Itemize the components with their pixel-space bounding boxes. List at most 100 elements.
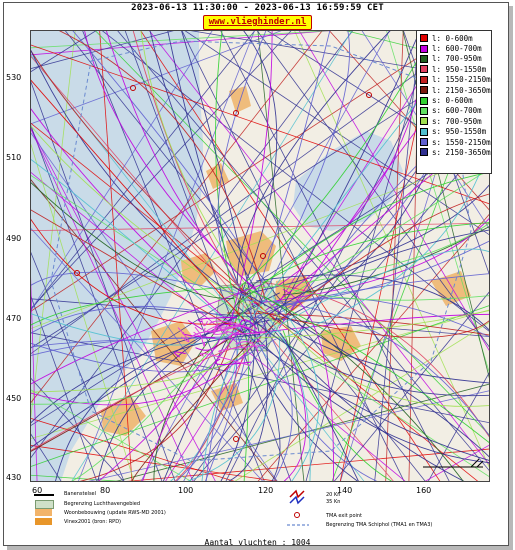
map-canvas (31, 31, 489, 481)
tma-exit-point (260, 253, 266, 259)
flight-track (58, 31, 266, 300)
flight-tracks (31, 31, 489, 481)
tma-exit-label: TMA exit point (326, 513, 363, 519)
flight-track (227, 312, 489, 336)
flight-track (250, 310, 489, 339)
flight-track (244, 287, 489, 444)
legend-swatch (420, 75, 428, 84)
flight-track (236, 31, 278, 305)
flight-track (31, 418, 235, 481)
flight-track (271, 295, 320, 481)
flight-track (31, 49, 276, 321)
flight-track (31, 283, 264, 385)
flight-track (31, 305, 489, 467)
site-link[interactable]: www.vlieghinder.nl (203, 15, 312, 30)
flight-track (31, 336, 231, 348)
legend-swatch (420, 138, 428, 147)
flight-track (187, 320, 203, 330)
flight-track (55, 334, 261, 481)
flight-track (238, 172, 489, 305)
flight-track (283, 339, 307, 481)
flight-track (208, 320, 251, 329)
altitude-legend: l: 0-600m l: 600-700m l: 700-950m l: 950-15… (416, 30, 492, 174)
cross-wind-35-label: 35 Kn (326, 499, 341, 505)
flight-track (31, 433, 62, 481)
flight-track (31, 179, 277, 481)
legend-label: l: 950-1550m (432, 64, 487, 74)
flight-track (277, 248, 489, 327)
tma-boundary (50, 40, 472, 462)
x-tick-label: 120 (258, 486, 274, 495)
legend-label: l: 700-950m (432, 54, 482, 64)
legend-item: l: 1550-2150m (419, 75, 491, 85)
flight-track (235, 341, 259, 353)
flight-track (257, 311, 465, 481)
flight-track (31, 182, 234, 299)
flight-track (31, 222, 489, 232)
flight-track (31, 108, 229, 322)
flight-track (256, 31, 489, 348)
tma-exit-point (74, 270, 80, 276)
flight-track (274, 301, 489, 437)
housing-label: Woonbebouwing (update RWS-MD 2001) (64, 510, 166, 516)
legend-item: l: 2150-3650m (419, 85, 491, 95)
runway-label: Banenstelsel (64, 491, 97, 497)
flight-track (187, 337, 281, 481)
flight-track (174, 284, 265, 481)
flight-track (95, 31, 489, 436)
legend-label: l: 600-700m (432, 44, 482, 54)
flight-track (31, 218, 237, 325)
legend-item: s: 950-1550m (419, 127, 489, 137)
legend-label: s: 2150-3650m (432, 147, 491, 157)
flight-track (99, 31, 133, 481)
flight-track (72, 31, 268, 292)
flight-track (270, 273, 489, 309)
flight-track-map[interactable] (30, 30, 490, 482)
flight-track (427, 372, 489, 481)
flight-track (31, 31, 256, 311)
legend-label: s: 1550-2150m (432, 137, 491, 147)
flight-track (220, 324, 256, 481)
flight-track (258, 193, 489, 339)
flight-track (31, 31, 292, 309)
y-tick-label: 430 (6, 473, 22, 482)
legend-label: s: 600-700m (432, 106, 482, 116)
legend-label: s: 0-600m (432, 96, 473, 106)
legend-item: s: 2150-3650m (419, 147, 491, 157)
wind-indicator-icon (423, 458, 484, 468)
flight-track (31, 31, 331, 49)
legend-item: s: 700-950m (419, 116, 489, 126)
flight-track (217, 31, 267, 288)
flight-track (149, 31, 489, 465)
flight-track (165, 31, 452, 481)
flight-track (239, 229, 489, 336)
tma-boundary-label: Begrenzing TMA Schiphol (TMA1 en TMA3) (326, 522, 433, 528)
flight-track (200, 336, 206, 347)
flight-track (31, 337, 232, 452)
flight-track (31, 271, 256, 299)
legend-swatch (420, 127, 428, 136)
flight-track (140, 31, 272, 320)
flight-track (31, 55, 394, 481)
legend-item: l: 700-950m (419, 54, 489, 64)
flight-track (31, 79, 246, 322)
flight-track (98, 320, 248, 481)
flight-track (31, 122, 479, 481)
legend-swatch (420, 148, 428, 157)
flight-track (181, 31, 405, 481)
flight-track (31, 340, 257, 393)
flight-track (206, 322, 224, 332)
page-title: 2023-06-13 11:30:00 - 2023-06-13 16:59:5… (131, 3, 384, 13)
y-tick-label: 530 (6, 73, 22, 82)
flight-track (177, 327, 190, 343)
flight-track (227, 319, 269, 481)
flight-track (31, 286, 236, 326)
flight-track (256, 274, 489, 331)
flight-track (71, 31, 353, 481)
flight-track (174, 351, 186, 358)
y-tick-label: 450 (6, 394, 22, 403)
flight-track (305, 31, 431, 481)
flight-track (262, 222, 489, 284)
flight-track (234, 322, 489, 481)
legend-item: s: 600-700m (419, 106, 489, 116)
